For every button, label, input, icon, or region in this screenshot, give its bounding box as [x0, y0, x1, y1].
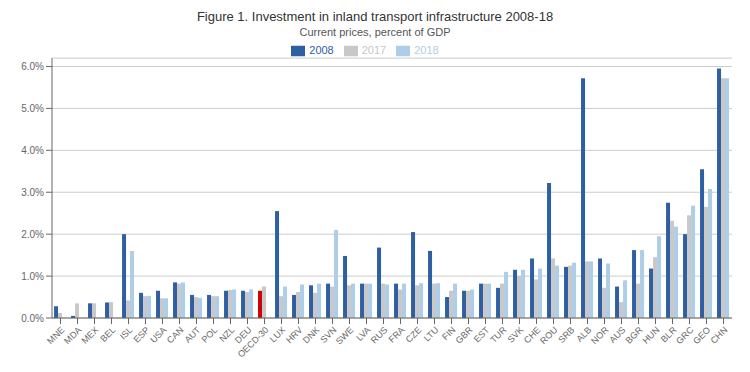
html-text:2017: 2017	[361, 44, 387, 56]
svg-text:OECD-30: OECD-30	[236, 325, 271, 360]
svg-text:EST: EST	[472, 325, 492, 345]
svg-text:AUS: AUS	[607, 325, 627, 345]
svg-text:DNK: DNK	[301, 325, 322, 346]
svg-text:GEO: GEO	[691, 325, 712, 346]
html-text:2018: 2018	[414, 44, 439, 56]
svg-text:MNE: MNE	[45, 325, 66, 346]
svg-text:ROU: ROU	[538, 325, 559, 346]
svg-text:4.0%: 4.0%	[21, 145, 44, 156]
svg-text:2.0%: 2.0%	[21, 229, 44, 240]
svg-text:SRB: SRB	[556, 325, 576, 345]
svg-text:CZE: CZE	[404, 325, 424, 345]
svg-text:SWE: SWE	[334, 325, 356, 347]
svg-text:NOR: NOR	[589, 325, 611, 347]
svg-text:CAN: CAN	[165, 325, 186, 346]
svg-text:RUS: RUS	[369, 325, 390, 346]
svg-text:ISL: ISL	[117, 324, 135, 342]
svg-text:LUX: LUX	[268, 325, 287, 344]
svg-text:6.0%: 6.0%	[21, 61, 44, 72]
svg-text:LTU: LTU	[422, 325, 441, 344]
html-text:2008: 2008	[309, 44, 334, 56]
svg-text:SVK: SVK	[506, 325, 526, 345]
svg-text:POL: POL	[200, 325, 220, 345]
svg-text:HUN: HUN	[641, 325, 662, 346]
svg-text:NZL: NZL	[217, 325, 236, 344]
svg-text:CHN: CHN	[709, 325, 730, 346]
svg-text:TUR: TUR	[488, 325, 509, 346]
html-text:Figure 1. Investment in inland: Figure 1. Investment in inland transport…	[196, 9, 554, 24]
svg-text:FRA: FRA	[387, 325, 407, 345]
svg-text:GRC: GRC	[674, 325, 696, 347]
svg-text:MDA: MDA	[62, 325, 83, 346]
svg-text:SVN: SVN	[318, 324, 339, 345]
svg-text:MEX: MEX	[80, 325, 101, 346]
svg-text:ALB: ALB	[574, 324, 594, 344]
svg-text:FIN: FIN	[440, 324, 458, 343]
svg-text:0.0%: 0.0%	[21, 313, 44, 324]
svg-text:DEU: DEU	[232, 324, 254, 346]
svg-text:USA: USA	[148, 325, 168, 345]
svg-text:ESP: ESP	[132, 325, 152, 345]
svg-text:HRV: HRV	[284, 325, 304, 345]
svg-text:BGR: BGR	[624, 325, 645, 346]
svg-text:BLR: BLR	[659, 324, 679, 345]
svg-text:GBR: GBR	[454, 325, 475, 346]
html-text:Current prices, percent of GDP: Current prices, percent of GDP	[299, 26, 451, 38]
svg-text:1.0%: 1.0%	[21, 271, 44, 282]
svg-text:3.0%: 3.0%	[21, 187, 44, 198]
svg-text:5.0%: 5.0%	[21, 103, 44, 114]
svg-text:LVA: LVA	[354, 324, 373, 343]
svg-text:AUT: AUT	[183, 325, 203, 345]
svg-text:CHE: CHE	[522, 325, 543, 346]
svg-text:BEL: BEL	[98, 325, 117, 344]
